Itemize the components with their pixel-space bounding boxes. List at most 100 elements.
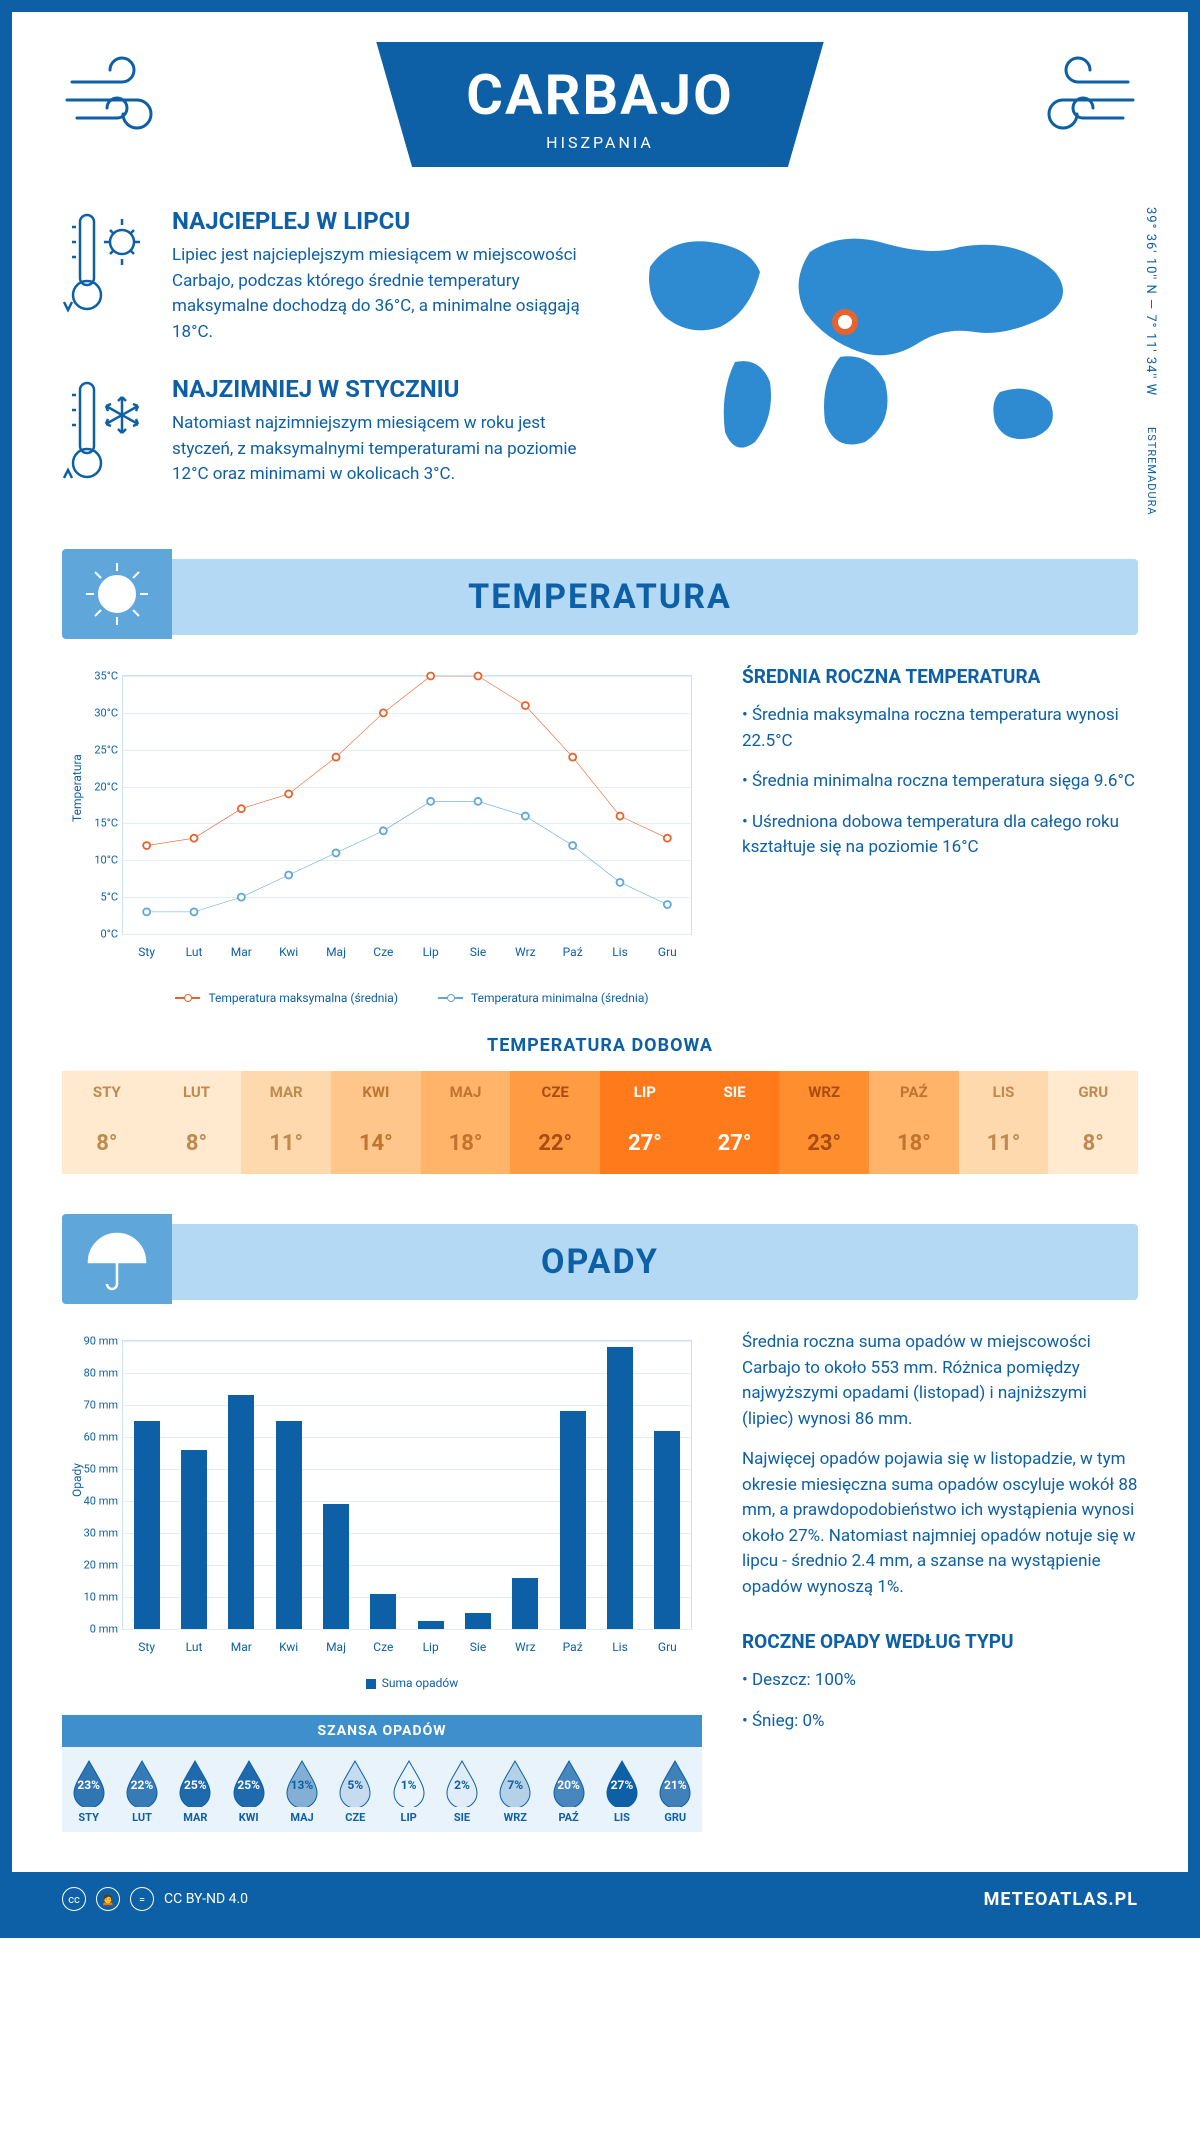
daily-temp-value: 18° [421, 1113, 511, 1174]
daily-temp-cell: GRU8° [1048, 1071, 1138, 1174]
y-tick-label: 60 mm [73, 1431, 118, 1444]
x-tick-label: Cze [373, 945, 393, 959]
footer-site: METEOATLAS.PL [984, 1889, 1138, 1910]
rain-chance-cell: 27% LIS [595, 1759, 648, 1824]
drop-icon: 2% [443, 1759, 481, 1807]
x-tick-label: Lip [423, 945, 439, 959]
drop-percent: 2% [454, 1778, 470, 1792]
x-tick-label: Gru [658, 1640, 677, 1654]
x-tick-label: Lut [186, 945, 203, 959]
wind-icon [62, 52, 182, 146]
bar [512, 1578, 538, 1629]
bar-legend: Suma opadów [122, 1676, 702, 1690]
daily-temp-value: 8° [62, 1113, 152, 1174]
rain-chance-title: SZANSA OPADÓW [62, 1715, 702, 1747]
drop-icon: 23% [70, 1759, 108, 1807]
section-banner-rain: OPADY [62, 1224, 1138, 1300]
bar [276, 1421, 302, 1629]
drop-month: PAŹ [542, 1811, 595, 1824]
bar [654, 1431, 680, 1629]
daily-temp-value: 8° [152, 1113, 242, 1174]
world-map-icon [620, 207, 1100, 467]
rain-chance-cell: 22% LUT [115, 1759, 168, 1824]
bar [181, 1450, 207, 1629]
y-tick-label: 0 mm [73, 1623, 118, 1636]
daily-temp-value: 27° [600, 1113, 690, 1174]
drop-month: KWI [222, 1811, 275, 1824]
legend-item: Temperatura maksymalna (średnia) [175, 991, 398, 1005]
y-tick-label: 20°C [73, 780, 118, 793]
daily-temp-month: PAŹ [869, 1071, 959, 1113]
daily-temp-cell: MAR11° [241, 1071, 331, 1174]
drop-month: MAR [169, 1811, 222, 1824]
y-tick-label: 5°C [73, 891, 118, 904]
drop-icon: 21% [656, 1759, 694, 1807]
rain-chance-cell: 5% CZE [329, 1759, 382, 1824]
facts-column: NAJCIEPLEJ W LIPCU Lipiec jest najcieple… [62, 207, 580, 519]
x-tick-label: Sty [138, 945, 155, 959]
x-tick-label: Cze [373, 1640, 393, 1654]
temperature-summary: ŚREDNIA ROCZNA TEMPERATURA Średnia maksy… [742, 665, 1138, 1005]
x-tick-label: Sie [470, 1640, 486, 1654]
drop-percent: 25% [184, 1778, 207, 1792]
x-tick-label: Kwi [279, 945, 298, 959]
fact-cold-body: Natomiast najzimniejszym miesiącem w rok… [172, 411, 580, 488]
daily-temp-value: 18° [869, 1113, 959, 1174]
region-label: ESTREMADURA [1145, 427, 1158, 516]
y-tick-label: 10°C [73, 854, 118, 867]
x-tick-label: Maj [326, 1640, 346, 1654]
drop-month: LIP [382, 1811, 435, 1824]
daily-temp-value: 11° [241, 1113, 331, 1174]
header: CARBAJO HISZPANIA [62, 42, 1138, 167]
y-tick-label: 80 mm [73, 1367, 118, 1380]
drop-icon: 20% [550, 1759, 588, 1807]
legend-label: Temperatura maksymalna (średnia) [208, 991, 398, 1005]
rain-chance-cell: 13% MAJ [275, 1759, 328, 1824]
x-tick-label: Kwi [279, 1640, 298, 1654]
daily-temp-cell: LUT8° [152, 1071, 242, 1174]
drop-month: LIS [595, 1811, 648, 1824]
summary-bullet: Uśredniona dobowa temperatura dla całego… [742, 810, 1138, 861]
daily-temp-value: 8° [1048, 1113, 1138, 1174]
x-tick-label: Lis [612, 1640, 628, 1654]
summary-bullet: Średnia maksymalna roczna temperatura wy… [742, 703, 1138, 754]
drop-month: GRU [649, 1811, 702, 1824]
title-banner: CARBAJO HISZPANIA [376, 42, 823, 167]
drop-month: CZE [329, 1811, 382, 1824]
x-tick-label: Paź [563, 945, 583, 959]
daily-temp-cell: SIE27° [690, 1071, 780, 1174]
daily-temp-month: MAR [241, 1071, 331, 1113]
x-tick-label: Sty [138, 1640, 155, 1654]
drop-percent: 22% [131, 1778, 154, 1792]
license-text: CC BY-ND 4.0 [164, 1891, 248, 1907]
rain-paragraph-1: Średnia roczna suma opadów w miejscowośc… [742, 1330, 1138, 1432]
daily-temp-value: 11° [959, 1113, 1049, 1174]
drop-icon: 13% [283, 1759, 321, 1807]
drop-icon: 22% [123, 1759, 161, 1807]
daily-temp-cell: MAJ18° [421, 1071, 511, 1174]
fact-cold-text: NAJZIMNIEJ W STYCZNIU Natomiast najzimni… [172, 375, 580, 489]
fact-hot: NAJCIEPLEJ W LIPCU Lipiec jest najcieple… [62, 207, 580, 345]
rain-chart-row: Opady 0 mm10 mm20 mm30 mm40 mm50 mm60 mm… [62, 1330, 1138, 1832]
y-tick-label: 0°C [73, 928, 118, 941]
daily-temp-month: LIP [600, 1071, 690, 1113]
section-banner-temperature: TEMPERATURA [62, 559, 1138, 635]
bar [418, 1621, 444, 1629]
daily-temp-month: SIE [690, 1071, 780, 1113]
rain-summary: Średnia roczna suma opadów w miejscowośc… [742, 1330, 1138, 1832]
rain-chance-cell: 21% GRU [649, 1759, 702, 1824]
drop-icon: 25% [230, 1759, 268, 1807]
y-tick-label: 90 mm [73, 1335, 118, 1348]
fact-hot-title: NAJCIEPLEJ W LIPCU [172, 207, 580, 235]
drop-month: LUT [115, 1811, 168, 1824]
y-tick-label: 15°C [73, 817, 118, 830]
daily-temp-month: MAJ [421, 1071, 511, 1113]
intro-row: NAJCIEPLEJ W LIPCU Lipiec jest najcieple… [62, 207, 1138, 519]
drop-percent: 5% [347, 1778, 363, 1792]
x-tick-label: Paź [563, 1640, 583, 1654]
section-title-temperature: TEMPERATURA [62, 577, 1138, 617]
bar-legend-label: Suma opadów [382, 1676, 459, 1690]
daily-temp-table: STY8°LUT8°MAR11°KWI14°MAJ18°CZE22°LIP27°… [62, 1071, 1138, 1174]
bar [323, 1504, 349, 1629]
sun-icon [62, 549, 172, 639]
